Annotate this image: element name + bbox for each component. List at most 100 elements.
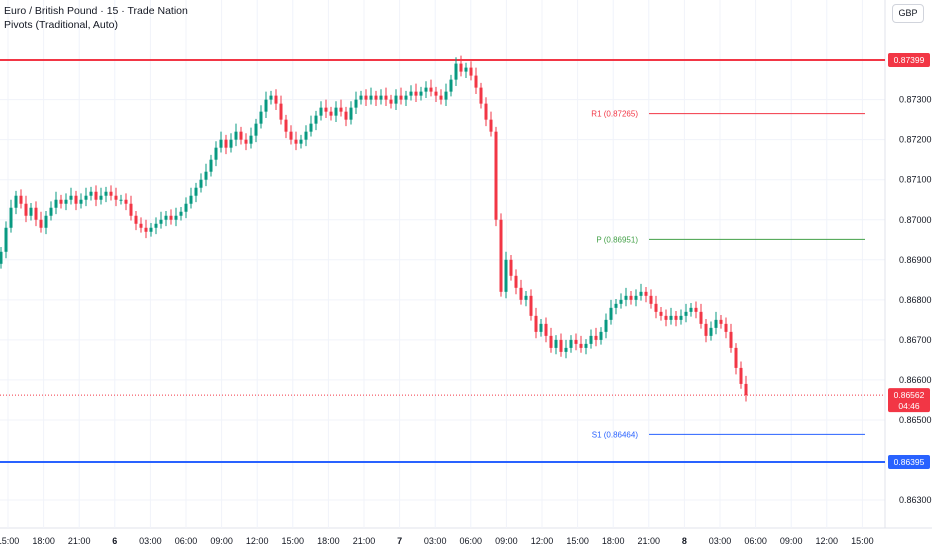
candle [34, 201, 38, 227]
countdown-label[interactable]: 04:46 [898, 401, 920, 411]
candle [169, 209, 173, 225]
candle-body [84, 195, 88, 200]
price-tick-label[interactable]: 0.87000 [899, 215, 932, 225]
time-tick-label[interactable]: 21:00 [68, 536, 91, 546]
time-axis[interactable]: 15:00 18:00 21:00 6 03:00 06:00 09:00 12:00 15:0… [0, 536, 874, 546]
candle-body [419, 91, 423, 96]
candle [349, 101, 353, 125]
candle-body [479, 87, 483, 104]
candle-body [94, 191, 98, 200]
support-line-tag-label[interactable]: 0.86395 [894, 457, 925, 467]
time-tick-label[interactable]: 21:00 [353, 536, 376, 546]
indicator-label[interactable]: Pivots (Traditional, Auto) [4, 19, 118, 31]
price-tick-label[interactable]: 0.86700 [899, 335, 932, 345]
time-tick-label[interactable]: 15:00 [0, 536, 19, 546]
candle [304, 125, 308, 147]
candle-body [189, 195, 193, 204]
candle [419, 86, 423, 101]
price-tick-label[interactable]: 0.86500 [899, 415, 932, 425]
time-tick-label[interactable]: 18:00 [32, 536, 55, 546]
price-tick-label[interactable]: 0.87100 [899, 175, 932, 185]
time-tick-label[interactable]: 15:00 [851, 536, 874, 546]
candle-body [204, 171, 208, 180]
candle [654, 295, 658, 319]
candle-body [524, 295, 528, 300]
time-tick-label[interactable]: 03:00 [424, 536, 447, 546]
candle [104, 186, 108, 203]
candle [474, 67, 478, 95]
time-tick-label[interactable]: 09:00 [495, 536, 518, 546]
candle-body [434, 91, 438, 96]
price-axis[interactable]: 0.87300 0.87200 0.87100 0.87000 0.86900 0.868… [899, 95, 932, 505]
candle-body [24, 203, 28, 216]
candle-body [449, 79, 453, 92]
price-tick-label[interactable]: 0.87300 [899, 95, 932, 105]
candle-body [164, 215, 168, 220]
currency-button[interactable]: GBP [892, 4, 924, 23]
candle-body [589, 335, 593, 344]
time-tick-label[interactable]: 12:00 [816, 536, 839, 546]
price-tick-label[interactable]: 0.86900 [899, 255, 932, 265]
candle [604, 313, 608, 339]
price-tick-label[interactable]: 0.86300 [899, 495, 932, 505]
candle [599, 327, 603, 345]
candle-body [274, 95, 278, 104]
time-tick-label[interactable]: 06:00 [744, 536, 767, 546]
candle-body [99, 195, 103, 200]
candle-body [444, 91, 448, 100]
time-tick-label[interactable]: 12:00 [246, 536, 269, 546]
symbol-title[interactable]: Euro / British Pound · 15 · Trade Nation [4, 5, 188, 17]
time-tick-label[interactable]: 6 [112, 536, 117, 546]
candle-body [684, 311, 688, 316]
time-tick-label[interactable]: 15:00 [282, 536, 305, 546]
candle [409, 85, 413, 101]
time-tick-label[interactable]: 18:00 [602, 536, 625, 546]
horizontal-levels[interactable]: 0.87399 0.86395 [0, 53, 930, 469]
candle-body [0, 251, 3, 264]
candle-body [144, 227, 148, 232]
candle-body [89, 191, 93, 196]
candle [114, 187, 118, 207]
price-tick-label[interactable]: 0.87200 [899, 135, 932, 145]
candle-body [114, 195, 118, 200]
time-tick-label[interactable]: 8 [682, 536, 687, 546]
candle [354, 91, 358, 115]
candle-body [294, 139, 298, 144]
candle [369, 87, 373, 105]
time-tick-label[interactable]: 09:00 [210, 536, 233, 546]
time-tick-label[interactable]: 03:00 [709, 536, 732, 546]
candle-body [119, 199, 123, 201]
candle [269, 90, 273, 105]
time-tick-label[interactable]: 7 [397, 536, 402, 546]
time-tick-label[interactable]: 21:00 [638, 536, 661, 546]
time-tick-label[interactable]: 18:00 [317, 536, 340, 546]
time-tick-label[interactable]: 03:00 [139, 536, 162, 546]
resistance-line-tag-label[interactable]: 0.87399 [894, 55, 925, 65]
candle [94, 185, 98, 207]
candle-body [234, 131, 238, 140]
candle [709, 321, 713, 341]
candle-body [349, 107, 353, 120]
candle-body [254, 123, 258, 136]
time-tick-label[interactable]: 09:00 [780, 536, 803, 546]
price-tick-label[interactable]: 0.86600 [899, 375, 932, 385]
support-line-tag[interactable] [888, 455, 930, 469]
time-tick-label[interactable]: 06:00 [460, 536, 483, 546]
candlesticks [0, 55, 748, 402]
candle [644, 287, 648, 303]
candle [154, 217, 158, 235]
time-tick-label[interactable]: 15:00 [566, 536, 589, 546]
time-tick-label[interactable]: 06:00 [175, 536, 198, 546]
candle [569, 335, 573, 353]
time-tick-label[interactable]: 12:00 [531, 536, 554, 546]
candle [0, 246, 3, 269]
price-tick-label[interactable]: 0.86800 [899, 295, 932, 305]
candle-body [574, 339, 578, 344]
last-price-tag[interactable] [888, 388, 930, 413]
candle [469, 61, 473, 81]
candle-body [374, 95, 378, 100]
resistance-line-tag[interactable] [888, 53, 930, 67]
last-price-label[interactable]: 0.86562 [894, 390, 925, 400]
candle-body [539, 323, 543, 332]
